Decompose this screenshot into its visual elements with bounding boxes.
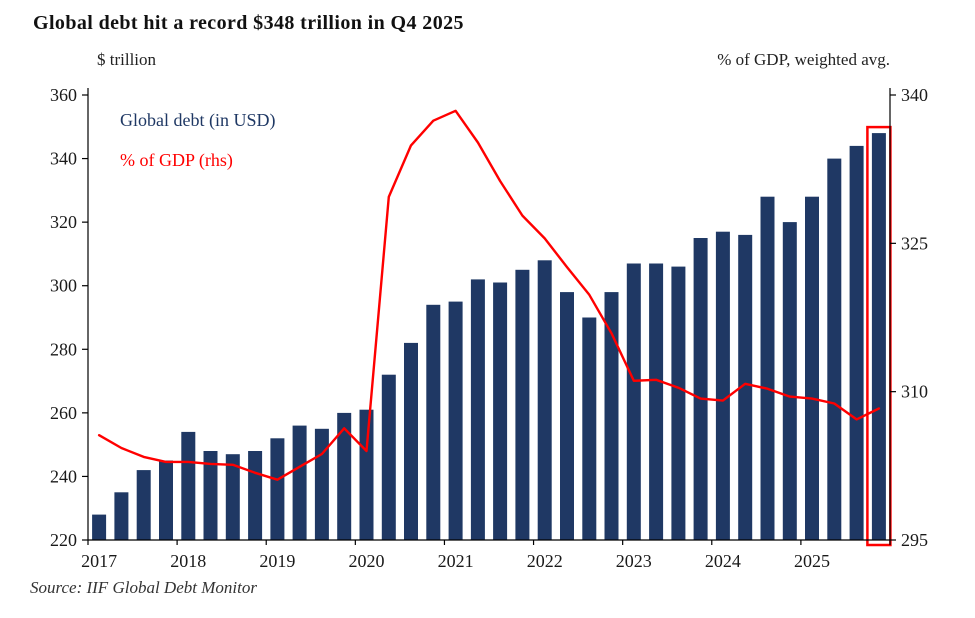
- right-axis-tick-label: 340: [901, 85, 928, 105]
- source-attribution: Source: IIF Global Debt Monitor: [30, 578, 257, 597]
- legend-gdp: % of GDP (rhs): [120, 150, 233, 170]
- x-axis-tick-label: 2022: [527, 551, 563, 571]
- debt-bar: [114, 492, 129, 540]
- debt-bar: [203, 451, 218, 540]
- debt-bar: [292, 425, 307, 540]
- debt-bar: [560, 292, 574, 540]
- debt-bar: [782, 222, 797, 540]
- debt-bar: [426, 304, 441, 540]
- x-axis-tick-label: 2020: [349, 551, 385, 571]
- debt-bar: [827, 158, 842, 540]
- right-axis-tick-label: 310: [901, 382, 928, 402]
- x-axis-tick-label: 2019: [259, 551, 295, 571]
- left-axis-tick-label: 320: [50, 212, 77, 232]
- right-axis-tick-label: 295: [901, 530, 928, 550]
- debt-bar: [381, 374, 396, 540]
- debt-bar: [715, 231, 730, 540]
- debt-bar: [649, 263, 664, 540]
- debt-bar: [626, 263, 641, 540]
- debt-bar: [337, 412, 352, 540]
- left-axis-tick-label: 360: [50, 85, 77, 105]
- left-axis-tick-label: 220: [50, 530, 77, 550]
- right-axis-tick-label: 325: [901, 233, 928, 253]
- x-axis-tick-label: 2025: [794, 551, 830, 571]
- debt-bar: [404, 342, 418, 540]
- debt-bar: [582, 317, 597, 540]
- chart-title: Global debt hit a record $348 trillion i…: [33, 12, 464, 34]
- debt-bar: [359, 409, 374, 540]
- right-axis-unit-label: % of GDP, weighted avg.: [717, 50, 890, 69]
- left-axis-tick-label: 240: [50, 466, 77, 486]
- debt-bar: [738, 234, 753, 540]
- x-axis-tick-label: 2024: [705, 551, 741, 571]
- debt-bar: [537, 260, 552, 540]
- x-axis-tick-label: 2021: [438, 551, 474, 571]
- x-axis-tick-label: 2018: [170, 551, 206, 571]
- left-axis-unit-label: $ trillion: [97, 50, 157, 69]
- x-axis-tick-label: 2017: [81, 551, 117, 571]
- left-axis-tick-label: 260: [50, 403, 77, 423]
- left-axis-tick-label: 280: [50, 339, 77, 359]
- debt-bar: [225, 454, 240, 540]
- debt-bar: [515, 269, 530, 540]
- debt-bar: [871, 133, 886, 540]
- debt-bar: [270, 438, 285, 540]
- debt-bar: [693, 238, 708, 540]
- debt-bar: [470, 279, 485, 540]
- gdp-line: [97, 109, 881, 481]
- debt-bar: [448, 301, 463, 540]
- debt-bar: [604, 292, 619, 540]
- debt-bar: [181, 431, 196, 540]
- debt-bar: [314, 428, 329, 541]
- x-axis-tick-label: 2023: [616, 551, 652, 571]
- debt-bar: [805, 196, 819, 540]
- debt-bar: [92, 514, 107, 540]
- debt-bar: [248, 451, 263, 540]
- legend-debt: Global debt (in USD): [120, 110, 276, 130]
- debt-bar: [136, 470, 151, 540]
- debt-bar: [159, 460, 173, 540]
- debt-bar: [760, 196, 775, 540]
- debt-bar: [493, 282, 508, 540]
- debt-bar: [671, 266, 686, 540]
- debt-bar: [849, 145, 864, 540]
- left-axis-tick-label: 300: [50, 276, 77, 296]
- left-axis-tick-label: 340: [50, 149, 77, 169]
